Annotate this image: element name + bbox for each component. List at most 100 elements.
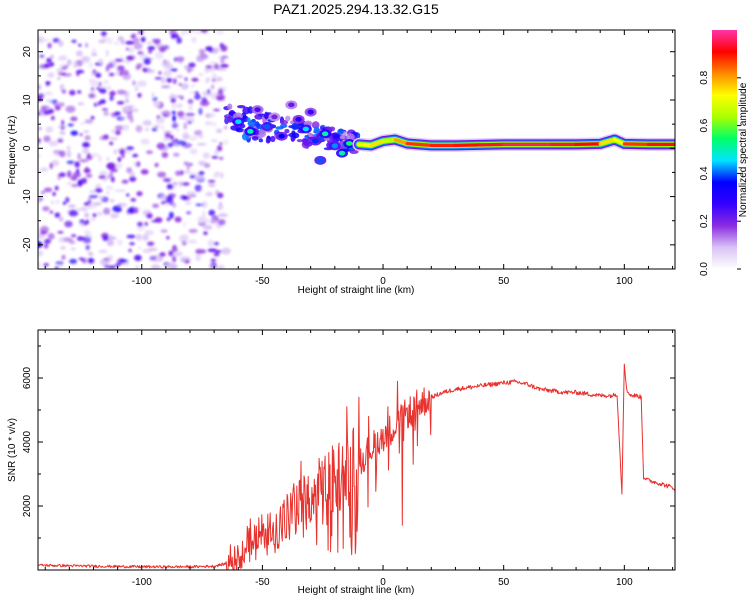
noise-speck-strong: [207, 179, 216, 183]
noise-speck: [57, 231, 64, 234]
noise-speck: [92, 202, 102, 206]
noise-speck-strong: [49, 162, 53, 169]
noise-speck: [188, 135, 198, 141]
noise-speck: [169, 30, 177, 36]
noise-speck: [218, 68, 227, 71]
noise-speck: [47, 233, 55, 240]
noise-speck: [208, 209, 216, 216]
noise-speck: [139, 53, 146, 57]
noise-speck: [57, 55, 67, 61]
noise-speck-strong: [195, 248, 203, 255]
noise-speck: [106, 162, 116, 170]
noise-speck-strong: [194, 91, 199, 95]
snr-x-axis-label: Height of straight line (km): [298, 585, 415, 596]
noise-speck: [210, 219, 217, 224]
turbulence-blob: [285, 115, 291, 122]
turbulence-blob: [304, 135, 309, 139]
noise-speck: [218, 88, 224, 95]
noise-speck: [203, 92, 208, 96]
noise-speck: [135, 65, 141, 70]
noise-speck-strong: [129, 176, 137, 182]
noise-speck-strong: [109, 95, 114, 101]
noise-speck: [215, 30, 225, 35]
noise-speck: [98, 39, 106, 44]
noise-speck: [133, 37, 140, 44]
noise-speck: [196, 143, 207, 146]
noise-speck: [159, 124, 165, 130]
noise-speck: [51, 159, 60, 167]
noise-speck: [137, 246, 142, 250]
noise-speck: [181, 182, 190, 186]
noise-speck-strong: [58, 172, 66, 178]
noise-speck-strong: [109, 90, 116, 97]
noise-speck-strong: [144, 222, 148, 226]
noise-speck: [76, 168, 80, 175]
noise-speck: [54, 104, 61, 111]
noise-speck: [142, 234, 149, 241]
noise-speck-strong: [99, 88, 107, 94]
noise-speck: [125, 60, 131, 64]
noise-speck: [112, 205, 123, 213]
noise-speck: [182, 221, 187, 228]
noise-speck: [195, 203, 204, 206]
noise-speck-strong: [69, 89, 76, 96]
noise-speck-strong: [54, 266, 59, 269]
noise-speck: [153, 124, 160, 129]
noise-speck: [89, 217, 97, 222]
noise-speck: [213, 172, 219, 178]
noise-speck: [211, 139, 218, 143]
turbulence-blob: [335, 133, 340, 139]
noise-speck-strong: [82, 142, 90, 148]
snr-x-tick-label: 0: [380, 577, 386, 588]
turbulence-blob: [275, 126, 284, 130]
spectrogram-x-axis-label: Height of straight line (km): [298, 285, 415, 296]
turbulence-core: [278, 133, 285, 139]
noise-speck: [177, 117, 187, 120]
noise-speck: [70, 241, 76, 244]
noise-speck-strong: [71, 39, 77, 43]
noise-speck: [45, 126, 54, 133]
noise-speck-strong: [188, 62, 196, 68]
noise-speck-strong: [102, 134, 109, 140]
noise-speck: [171, 110, 176, 115]
noise-speck-strong: [48, 108, 54, 114]
colorbar-tick-label: 0.6: [699, 118, 710, 132]
turbulence-blob: [251, 136, 259, 141]
noise-speck: [52, 192, 56, 196]
turbulence-core: [338, 150, 346, 156]
noise-speck: [172, 202, 176, 208]
turbulence-core: [254, 107, 261, 113]
noise-speck: [175, 170, 182, 176]
noise-speck: [146, 150, 153, 154]
noise-speck: [66, 150, 72, 158]
turbulence-core: [331, 143, 338, 149]
turbulence-blob: [270, 135, 276, 143]
spectrogram-x-tick-label: -100: [132, 276, 152, 287]
snr-line-layer: [38, 363, 675, 570]
noise-speck-strong: [109, 141, 114, 146]
noise-speck-strong: [115, 263, 121, 267]
noise-speck: [126, 167, 133, 174]
noise-speck: [106, 157, 110, 161]
noise-speck-strong: [70, 175, 78, 181]
noise-speck: [88, 194, 99, 199]
noise-speck: [173, 152, 180, 157]
noise-speck: [220, 64, 229, 68]
noise-speck-strong: [133, 207, 139, 214]
noise-speck: [188, 228, 198, 233]
noise-speck: [207, 239, 214, 247]
noise-speck: [65, 197, 70, 203]
colorbar-label: Normalized spectral amplitude: [738, 82, 749, 217]
noise-speck-strong: [220, 45, 228, 52]
noise-speck-strong: [85, 219, 90, 225]
noise-speck: [124, 40, 135, 45]
noise-speck: [137, 30, 144, 35]
noise-speck: [66, 160, 75, 165]
noise-speck: [142, 120, 152, 126]
noise-speck: [114, 58, 123, 62]
noise-speck-strong: [43, 243, 49, 249]
turbulence-blob: [296, 139, 303, 143]
noise-speck: [122, 124, 130, 131]
noise-speck: [190, 36, 197, 43]
noise-speck-strong: [90, 116, 95, 120]
